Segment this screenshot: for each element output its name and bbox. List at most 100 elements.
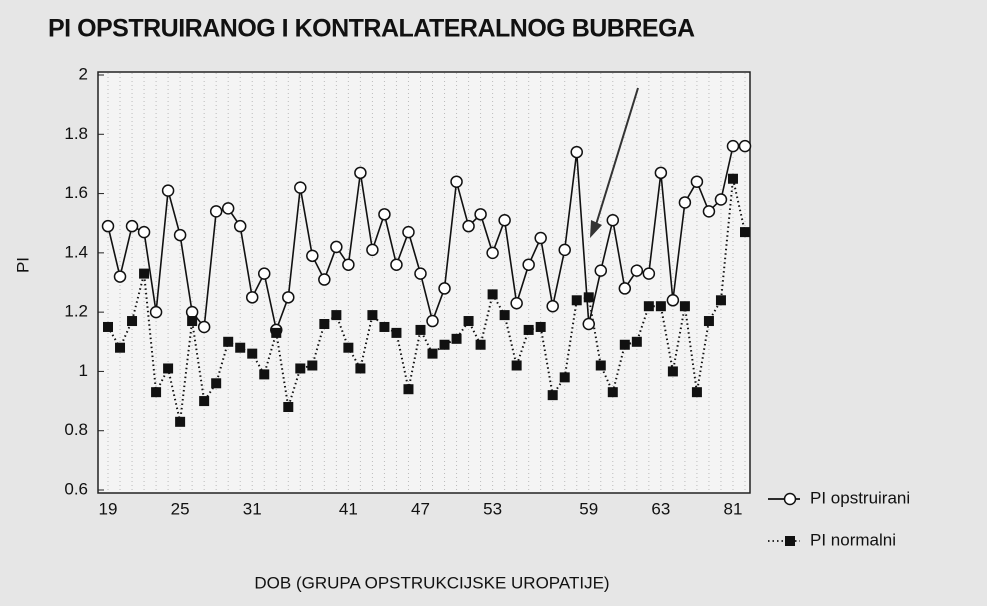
- point: [403, 384, 414, 395]
- point: [690, 175, 704, 188]
- legend: PI opstruirani PI normalni: [768, 488, 910, 549]
- point: [462, 219, 475, 233]
- grid: [98, 73, 746, 492]
- point: [535, 321, 546, 332]
- point: [199, 396, 210, 407]
- point: [785, 536, 795, 546]
- point: [631, 336, 642, 347]
- point: [740, 227, 750, 238]
- point: [475, 339, 486, 350]
- point: [606, 214, 620, 227]
- point: [306, 249, 319, 263]
- point: [534, 231, 547, 245]
- point: [678, 196, 692, 209]
- point: [474, 208, 487, 221]
- annotation-arrowhead: [590, 220, 602, 238]
- point: [679, 301, 690, 312]
- point: [259, 369, 270, 380]
- point: [582, 317, 596, 331]
- point: [439, 339, 450, 350]
- point: [654, 166, 668, 180]
- point: [355, 363, 366, 374]
- point: [523, 324, 534, 335]
- legend-label: PI opstruirani: [810, 488, 910, 507]
- point: [486, 246, 499, 260]
- point: [330, 240, 343, 254]
- y-tick-label: 1.8: [64, 124, 88, 143]
- point: [559, 372, 570, 383]
- point: [726, 139, 740, 153]
- x-tick-label: 63: [651, 499, 670, 518]
- point: [630, 264, 644, 277]
- y-tick-label: 2: [79, 64, 88, 83]
- point: [546, 299, 559, 313]
- point: [307, 360, 318, 371]
- point: [607, 387, 618, 398]
- point: [667, 366, 678, 377]
- point: [402, 225, 415, 239]
- point: [714, 193, 728, 206]
- point: [125, 219, 139, 233]
- point: [463, 316, 474, 327]
- point: [342, 258, 355, 271]
- point: [257, 267, 271, 280]
- point: [547, 390, 558, 401]
- x-tick-label: 53: [483, 499, 502, 518]
- x-axis-label: DOB (GRUPA OPSTRUKCIJSKE UROPATIJE): [254, 573, 609, 592]
- y-tick-label: 0.8: [64, 420, 88, 439]
- y-tick-label: 1: [79, 361, 88, 380]
- point: [137, 225, 151, 239]
- point: [487, 289, 498, 300]
- point: [343, 342, 354, 353]
- point: [510, 297, 523, 310]
- point: [173, 228, 187, 242]
- point: [282, 291, 295, 304]
- point: [498, 214, 511, 227]
- point: [223, 336, 234, 347]
- point: [583, 292, 594, 303]
- point: [185, 305, 199, 319]
- series-line: [107, 178, 746, 423]
- y-tick-label: 1.6: [64, 183, 88, 202]
- point: [283, 402, 294, 412]
- point: [221, 202, 235, 215]
- point: [570, 145, 583, 159]
- x-tick-label: 31: [243, 499, 262, 518]
- y-tick-label: 1.4: [64, 242, 88, 261]
- point: [499, 310, 510, 321]
- point: [295, 363, 306, 374]
- point: [103, 321, 113, 332]
- plot-frame: [97, 71, 751, 494]
- x-tick-label: 59: [579, 499, 598, 518]
- point: [331, 310, 342, 321]
- point: [139, 268, 150, 279]
- point: [414, 267, 427, 280]
- point: [619, 339, 630, 350]
- point: [366, 243, 379, 257]
- point: [783, 492, 797, 506]
- x-tick-label: 81: [724, 499, 743, 518]
- chart-title: PI OPSTRUIRANOG I KONTRALATERALNOG BUBRE…: [48, 15, 695, 43]
- y-tick-label: 0.6: [64, 479, 88, 498]
- point: [703, 316, 714, 327]
- point: [151, 387, 162, 398]
- point: [691, 387, 702, 398]
- point: [319, 319, 330, 329]
- point: [163, 363, 174, 374]
- point: [594, 264, 608, 277]
- point: [127, 316, 138, 327]
- x-tick-label: 41: [339, 499, 358, 518]
- point: [390, 258, 403, 271]
- point: [247, 348, 258, 359]
- point: [187, 316, 198, 327]
- legend-label: PI normalni: [810, 530, 896, 549]
- point: [294, 181, 307, 194]
- point: [511, 360, 522, 371]
- x-tick-label: 19: [99, 499, 118, 518]
- point: [571, 295, 582, 306]
- point: [738, 139, 752, 153]
- point: [715, 295, 726, 306]
- point: [101, 219, 115, 233]
